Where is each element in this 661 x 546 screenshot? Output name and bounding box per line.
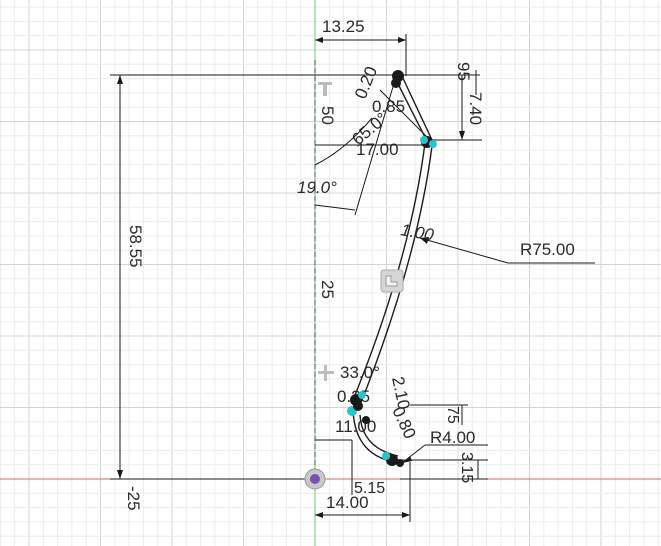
angle-constraint-icon[interactable] <box>318 365 334 381</box>
dimension-11-00[interactable]: 11.00 <box>335 417 376 436</box>
axis-label-50: 50 <box>318 106 337 125</box>
dim-text: 14.00 <box>326 493 369 512</box>
dimension-58-55[interactable]: 58.55 <box>110 74 395 480</box>
tangent-icon[interactable] <box>380 269 404 293</box>
dim-text: 19.0° <box>297 178 337 197</box>
dimension-R4[interactable]: R4.00 <box>401 428 488 464</box>
sketch-points[interactable] <box>347 70 437 467</box>
axis-label-neg25: -25 <box>124 486 143 511</box>
dimension-33-deg[interactable]: 33.0° <box>340 363 380 382</box>
dimension-7-40[interactable]: 7.40 <box>430 75 485 141</box>
dimension-1-00[interactable]: 1.00 <box>399 220 435 245</box>
axis-label-25: 25 <box>318 280 337 299</box>
perpendicular-icon[interactable] <box>318 82 332 96</box>
dim-text: R4.00 <box>430 428 475 447</box>
dimension-95[interactable]: 95 <box>398 62 480 95</box>
dim-text: 5.15 <box>354 480 385 497</box>
dimension-13-25[interactable]: 13.25 <box>315 17 407 76</box>
dim-text: R75.00 <box>520 240 575 259</box>
dim-text: 13.25 <box>322 17 365 36</box>
dim-text: 3.15 <box>458 452 475 483</box>
dimension-0-85[interactable]: 0.85 <box>372 97 405 116</box>
dimension-19-deg[interactable]: 19.0° <box>297 79 396 216</box>
dimension-5-15[interactable]: 5.15 <box>315 439 385 497</box>
dimension-75[interactable]: 75 <box>444 406 461 424</box>
dim-text: 58.55 <box>126 225 145 268</box>
dimension-17-00[interactable]: 17.00 <box>356 140 399 159</box>
dimension-14-00[interactable]: 14.00 <box>315 462 411 522</box>
dimension-R75[interactable]: R75.00 <box>419 237 595 264</box>
dimension-3-15[interactable]: 3.15 <box>400 452 488 483</box>
origin-point[interactable] <box>304 468 326 490</box>
dim-text: 7.40 <box>466 92 485 125</box>
dim-text: 95 <box>454 62 473 81</box>
profile-curve[interactable] <box>352 73 433 463</box>
dimension-0-20[interactable]: 0.20 <box>351 64 381 102</box>
